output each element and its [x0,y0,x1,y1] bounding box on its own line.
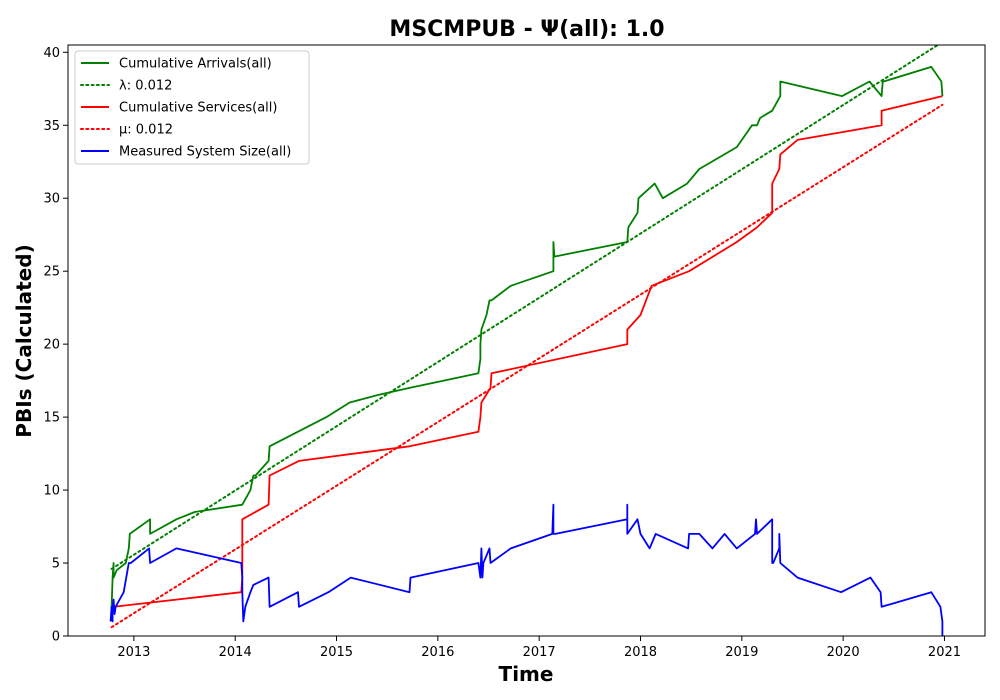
y-tick-label: 5 [52,557,60,572]
legend-entry-2: Cumulative Services(all) [119,101,277,116]
legend-entry-4: Measured System Size(all) [119,145,291,160]
y-tick-label: 15 [43,411,60,426]
x-tick-label: 2016 [421,645,454,660]
x-tick-label: 2017 [523,645,556,660]
x-tick-label: 2014 [219,645,252,660]
y-tick-label: 35 [43,119,60,134]
legend: Cumulative Arrivals(all) λ: 0.012 Cumulati… [75,51,309,164]
y-tick-label: 40 [43,46,60,61]
chart-title: MSCMPUB - Ψ(all): 1.0 [389,17,664,42]
x-tick-label: 2020 [827,645,860,660]
x-tick-label: 2019 [725,645,758,660]
x-tick-label: 2015 [320,645,353,660]
legend-entry-3: μ: 0.012 [119,123,173,138]
y-tick-label: 25 [43,265,60,280]
y-tick-label: 10 [43,484,60,499]
y-tick-label: 20 [43,338,60,353]
legend-entry-0: Cumulative Arrivals(all) [119,57,272,72]
x-tick-label: 2013 [117,645,150,660]
legend-entry-1: λ: 0.012 [119,79,172,94]
x-tick-label: 2018 [624,645,657,660]
y-tick-label: 30 [43,192,60,207]
x-axis-title: Time [499,662,554,686]
x-tick-label: 2021 [928,645,961,660]
y-axis-title: PBIs (Calculated) [12,244,36,437]
y-tick-label: 0 [52,630,60,645]
